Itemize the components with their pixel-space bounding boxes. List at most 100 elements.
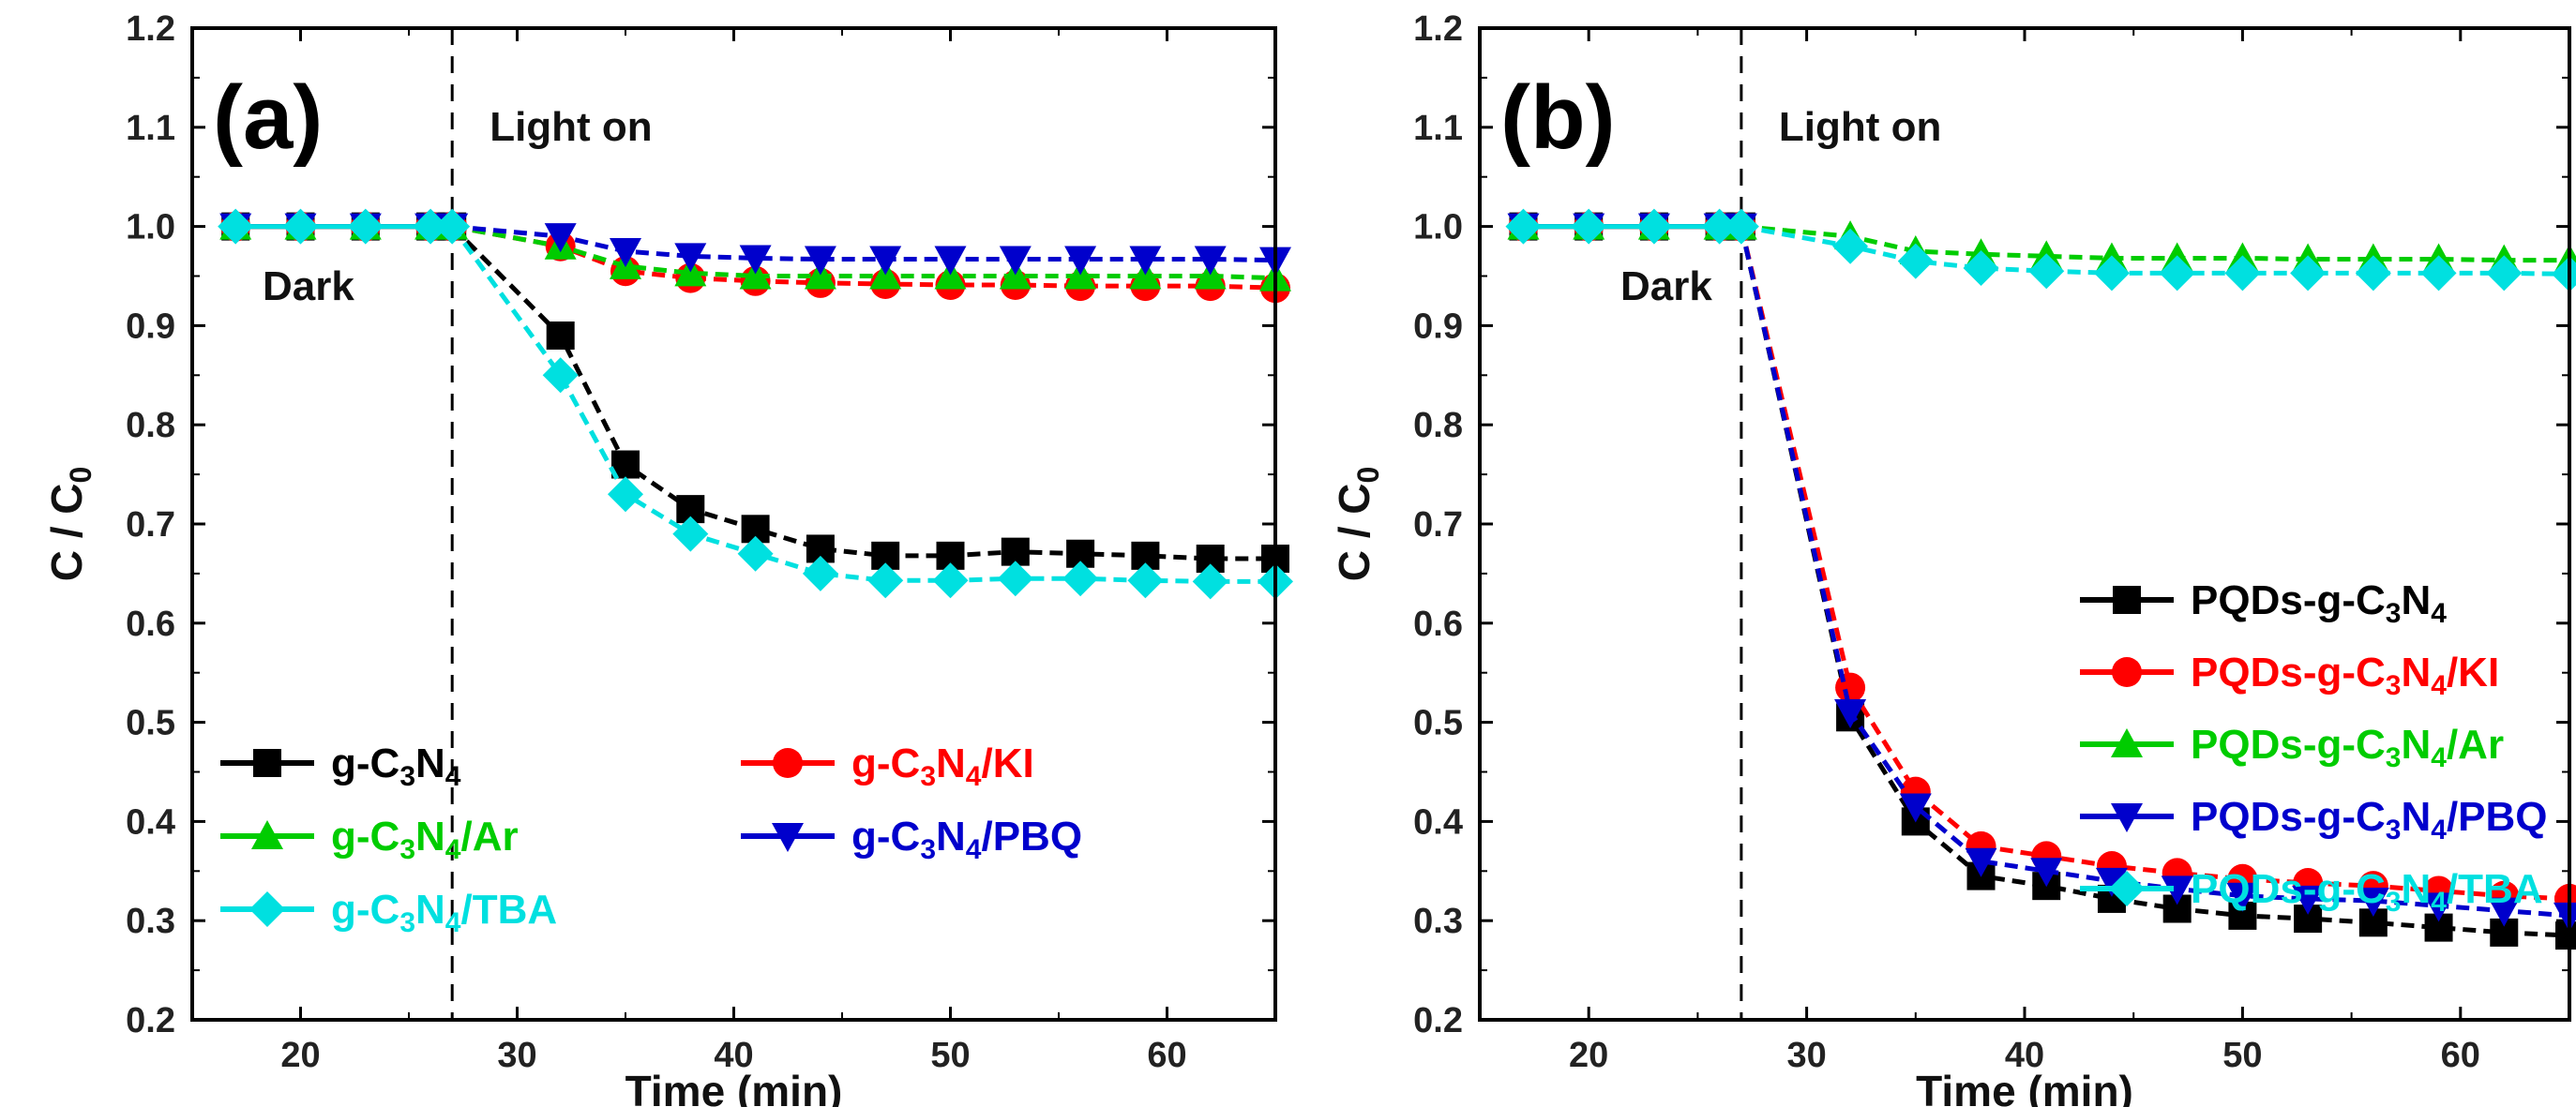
data-point (2095, 867, 2128, 897)
data-point (1834, 699, 1867, 729)
legend-item-PQDs-g-C3N4/TBA: PQDs-g-C3N4/TBA (2080, 866, 2543, 918)
y-tick-label: 0.4 (126, 802, 175, 842)
legend-text: PQDs-g-C (2191, 722, 2386, 768)
x-tick-label: 30 (497, 1036, 536, 1075)
legend-marker (2111, 803, 2143, 832)
legend-subscript: 4 (445, 834, 461, 865)
x-tick-label: 60 (2441, 1036, 2480, 1075)
data-point (867, 562, 904, 599)
data-point (2486, 255, 2523, 292)
data-point (739, 245, 772, 275)
y-tick-label: 0.8 (126, 406, 175, 445)
legend-label: PQDs-g-C3N4/Ar (2191, 722, 2504, 773)
plot-frame (190, 26, 1277, 1022)
legend-marker (2112, 657, 2142, 687)
legend-text: /PBQ (2447, 794, 2548, 840)
legend-marker (2111, 728, 2143, 757)
data-point (1963, 250, 1999, 287)
legend-item-g-C3N4/Ar: g-C3N4/Ar (220, 814, 519, 865)
y-tick-label: 0.3 (1413, 902, 1463, 941)
data-point (2555, 921, 2576, 950)
legend-item-PQDs-g-C3N4/PBQ: PQDs-g-C3N4/PBQ (2080, 794, 2548, 845)
y-axis-title-subscript: 0 (1351, 467, 1385, 484)
x-tick-label: 40 (714, 1036, 753, 1075)
data-point (1899, 793, 1932, 823)
legend: g-C3N4 g-C3N4/KIg-C3N4/Ar g-C3N4/PBQg-C3N4… (220, 740, 1082, 938)
data-point (999, 246, 1032, 276)
legend-item-PQDs-g-C3N4: PQDs-g-C3N4 (2080, 577, 2447, 629)
data-point (1064, 246, 1097, 276)
data-point (2292, 885, 2325, 915)
legend-marker (251, 820, 283, 849)
legend-item-PQDs-g-C3N4/KI: PQDs-g-C3N4/KI (2080, 650, 2499, 701)
legend-text: PQDs-g-C (2191, 650, 2386, 696)
x-tick-label: 30 (1786, 1036, 1826, 1075)
data-point (546, 321, 575, 350)
legend-marker (2113, 586, 2141, 614)
legend-subscript: 3 (920, 761, 936, 792)
legend-subscript: 4 (966, 834, 982, 865)
data-point (934, 246, 967, 276)
data-point (2093, 255, 2130, 292)
legend-subscript: 3 (2386, 887, 2402, 918)
legend-subscript: 3 (2386, 742, 2402, 773)
series-line-light (1739, 226, 2570, 902)
data-point (2357, 888, 2389, 918)
data-point (218, 208, 254, 245)
y-tick-label: 0.9 (1413, 307, 1463, 346)
data-point (674, 243, 707, 273)
legend-text: /TBA (2447, 866, 2543, 912)
legend-label: PQDs-g-C3N4/PBQ (2191, 794, 2548, 845)
y-tick-label: 1.0 (126, 208, 175, 247)
data-point (1192, 563, 1228, 600)
y-tick-label: 0.6 (1413, 605, 1463, 644)
data-point (2488, 897, 2521, 927)
chart-panel-a: 0.20.30.40.50.60.70.80.91.01.11.220 30 40 5… (42, 9, 1293, 1107)
panel-label: (a) (213, 67, 323, 168)
legend-text: N (415, 740, 445, 786)
legend-subscript: 4 (445, 907, 461, 938)
y-axis-title-main: C / C (1330, 484, 1378, 582)
y-tick-label: 0.5 (1413, 704, 1463, 743)
legend-subscript: 3 (399, 834, 415, 865)
data-point (2028, 253, 2065, 290)
data-point (2030, 858, 2063, 888)
legend-subscript: 4 (2431, 670, 2447, 701)
legend-subscript: 4 (2431, 742, 2447, 773)
data-point (610, 238, 641, 268)
legend-marker (773, 748, 803, 778)
y-tick-label: 0.2 (126, 1001, 175, 1040)
legend-text: N (415, 814, 445, 860)
series-line-light (1739, 226, 2570, 919)
y-tick-label: 1.1 (126, 109, 175, 148)
legend-subscript: 3 (2386, 815, 2402, 845)
data-point (2420, 255, 2457, 292)
legend-label: PQDs-g-C3N4 (2191, 577, 2447, 629)
legend-item-g-C3N4/KI: g-C3N4/KI (741, 740, 1034, 792)
legend-text: N (2401, 794, 2431, 840)
data-point (2226, 882, 2259, 912)
y-tick-label: 1.2 (1413, 9, 1463, 49)
x-tick-label: 20 (1569, 1036, 1608, 1075)
legend-text: /TBA (460, 887, 557, 933)
y-tick-label: 0.8 (1413, 406, 1463, 445)
legend-subscript: 4 (2431, 598, 2447, 629)
legend-label: g-C3N4 (331, 740, 461, 792)
legend-label: g-C3N4/TBA (331, 887, 557, 938)
data-point (737, 535, 774, 572)
y-axis-title: C / C0 (42, 467, 98, 582)
data-point (2422, 892, 2455, 922)
data-point (997, 561, 1033, 597)
legend-text: g-C (331, 814, 399, 860)
x-axis-title: Time (min) (1916, 1067, 2133, 1107)
data-point (1635, 208, 1672, 245)
data-point (932, 562, 969, 599)
data-point (282, 208, 319, 245)
legend-text: PQDs-g-C (2191, 794, 2386, 840)
series-PQDs-g-C3N4/TBA (1505, 208, 2576, 292)
data-point (608, 476, 643, 513)
legend-text: /PBQ (981, 814, 1082, 860)
data-point (2161, 875, 2193, 905)
x-tick-label: 50 (2222, 1036, 2262, 1075)
